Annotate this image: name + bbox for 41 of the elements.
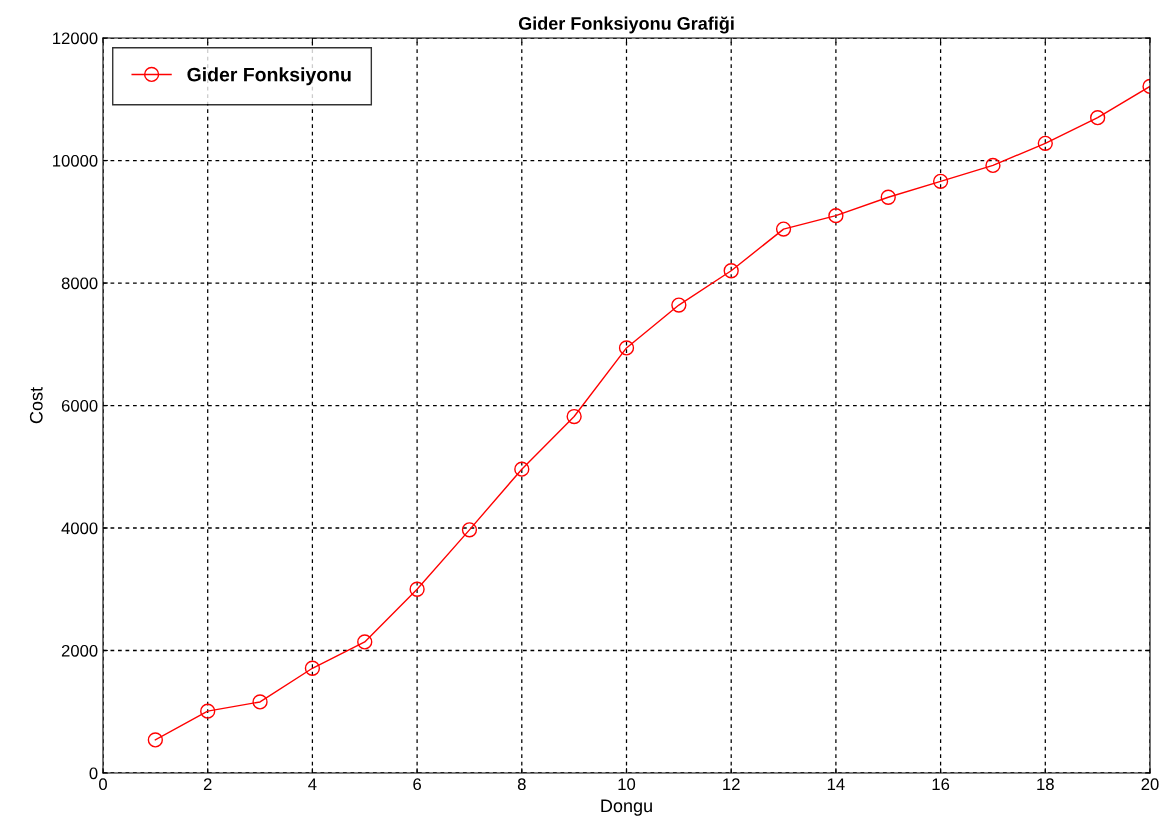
x-tick-label: 2: [203, 778, 212, 790]
x-tick-label: 10: [618, 778, 636, 791]
point: [1037, 135, 1053, 151]
x-tick-label: 0: [99, 778, 107, 791]
y-tick-label: 10000: [53, 154, 98, 167]
x-tick-label: 6: [413, 778, 421, 791]
x-tick-label: 20: [1141, 778, 1159, 791]
point: [985, 157, 1001, 174]
legend-label: Gider Fonksiyonu: [187, 67, 351, 86]
y-axis-title: Cost: [29, 387, 43, 424]
point: [514, 461, 530, 477]
point: [932, 173, 949, 189]
point: [566, 408, 582, 425]
point: [147, 732, 163, 748]
point: [618, 340, 635, 356]
x-tick-label: 4: [308, 778, 317, 790]
x-tick-label: 14: [827, 778, 845, 790]
point: [252, 694, 268, 710]
point: [828, 207, 844, 224]
y-tick-label: 12000: [53, 32, 98, 45]
point: [409, 581, 425, 597]
point: [357, 634, 373, 650]
point: [461, 522, 478, 538]
y-tick-label: 0: [89, 767, 98, 780]
x-tick-label: 12: [723, 778, 740, 790]
point: [880, 189, 896, 205]
x-tick-label: 8: [517, 778, 526, 791]
point: [723, 263, 739, 279]
y-tick-label: 6000: [61, 399, 98, 412]
y-tick-label: 4000: [61, 522, 98, 535]
point: [200, 703, 216, 719]
x-axis-title: Dongu: [601, 799, 652, 816]
point: [1090, 109, 1106, 126]
point: [775, 221, 792, 237]
point: [304, 660, 321, 676]
chart-title: Gider Fonksiyonu Grafiği: [518, 16, 734, 34]
y-tick-label: 2000: [61, 644, 98, 657]
x-tick-label: 18: [1037, 778, 1054, 791]
x-tick-label: 16: [932, 778, 950, 791]
y-tick-label: 8000: [61, 277, 98, 290]
point: [671, 297, 687, 313]
